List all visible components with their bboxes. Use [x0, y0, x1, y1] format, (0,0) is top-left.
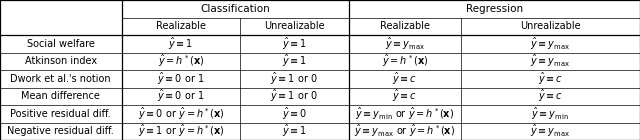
Text: $\hat{y} \equiv c$: $\hat{y} \equiv c$ [538, 71, 563, 87]
Text: $\hat{y} \equiv y_{\rm max}$: $\hat{y} \equiv y_{\rm max}$ [530, 123, 571, 139]
Text: Unrealizable: Unrealizable [264, 21, 324, 31]
Text: $\hat{y} \equiv c$: $\hat{y} \equiv c$ [392, 88, 417, 104]
Text: Regression: Regression [466, 4, 523, 14]
Text: Social welfare: Social welfare [27, 39, 95, 49]
Text: $\hat{y} \equiv 0$ or $\hat{y} = h^*(\mathbf{x})$: $\hat{y} \equiv 0$ or $\hat{y} = h^*(\ma… [138, 106, 224, 122]
Text: $\hat{y} \equiv 0$ or $1$: $\hat{y} \equiv 0$ or $1$ [157, 71, 205, 87]
Text: $\hat{y} = h^*(\mathbf{x})$: $\hat{y} = h^*(\mathbf{x})$ [381, 53, 428, 69]
Text: $\hat{y} \equiv 1$: $\hat{y} \equiv 1$ [282, 123, 307, 139]
Text: $\hat{y} \equiv c$: $\hat{y} \equiv c$ [538, 88, 563, 104]
Text: $\hat{y} \equiv y_{\rm min}$ or $\hat{y} = h^*(\mathbf{x})$: $\hat{y} \equiv y_{\rm min}$ or $\hat{y}… [355, 106, 454, 122]
Text: $\hat{y} \equiv 0$: $\hat{y} \equiv 0$ [282, 106, 307, 122]
Text: $\hat{y} \equiv y_{\rm max}$ or $\hat{y} = h^*(\mathbf{x})$: $\hat{y} \equiv y_{\rm max}$ or $\hat{y}… [354, 123, 456, 139]
Text: Dwork et al.'s notion: Dwork et al.'s notion [10, 74, 111, 84]
Text: $\hat{y} \equiv 1$ or $0$: $\hat{y} \equiv 1$ or $0$ [271, 71, 318, 87]
Text: $\hat{y} \equiv 1$: $\hat{y} \equiv 1$ [168, 36, 193, 52]
Text: $\hat{y} \equiv y_{\rm max}$: $\hat{y} \equiv y_{\rm max}$ [530, 53, 571, 69]
Text: Classification: Classification [200, 4, 270, 14]
Text: Unrealizable: Unrealizable [520, 21, 580, 31]
Text: $\hat{y} \equiv 1$: $\hat{y} \equiv 1$ [282, 53, 307, 69]
Text: Atkinson index: Atkinson index [25, 56, 97, 66]
Text: $\hat{y} \equiv 1$ or $\hat{y} = h^*(\mathbf{x})$: $\hat{y} \equiv 1$ or $\hat{y} = h^*(\ma… [138, 123, 224, 139]
Text: $\hat{y} \equiv c$: $\hat{y} \equiv c$ [392, 71, 417, 87]
Text: $\hat{y} \equiv y_{\rm min}$: $\hat{y} \equiv y_{\rm min}$ [531, 106, 570, 122]
Text: $\hat{y} \equiv 1$ or $0$: $\hat{y} \equiv 1$ or $0$ [271, 88, 318, 104]
Text: Negative residual diff.: Negative residual diff. [8, 126, 114, 136]
Text: Realizable: Realizable [380, 21, 430, 31]
Text: $\hat{y} = h^*(\mathbf{x})$: $\hat{y} = h^*(\mathbf{x})$ [157, 53, 204, 69]
Text: $\hat{y} \equiv y_{\rm max}$: $\hat{y} \equiv y_{\rm max}$ [530, 36, 571, 52]
Text: Positive residual diff.: Positive residual diff. [10, 109, 111, 119]
Text: $\hat{y} \equiv 0$ or $1$: $\hat{y} \equiv 0$ or $1$ [157, 88, 205, 104]
Text: Realizable: Realizable [156, 21, 206, 31]
Text: Mean difference: Mean difference [21, 91, 100, 101]
Text: $\hat{y} \equiv y_{\rm max}$: $\hat{y} \equiv y_{\rm max}$ [385, 36, 425, 52]
Text: $\hat{y} \equiv 1$: $\hat{y} \equiv 1$ [282, 36, 307, 52]
